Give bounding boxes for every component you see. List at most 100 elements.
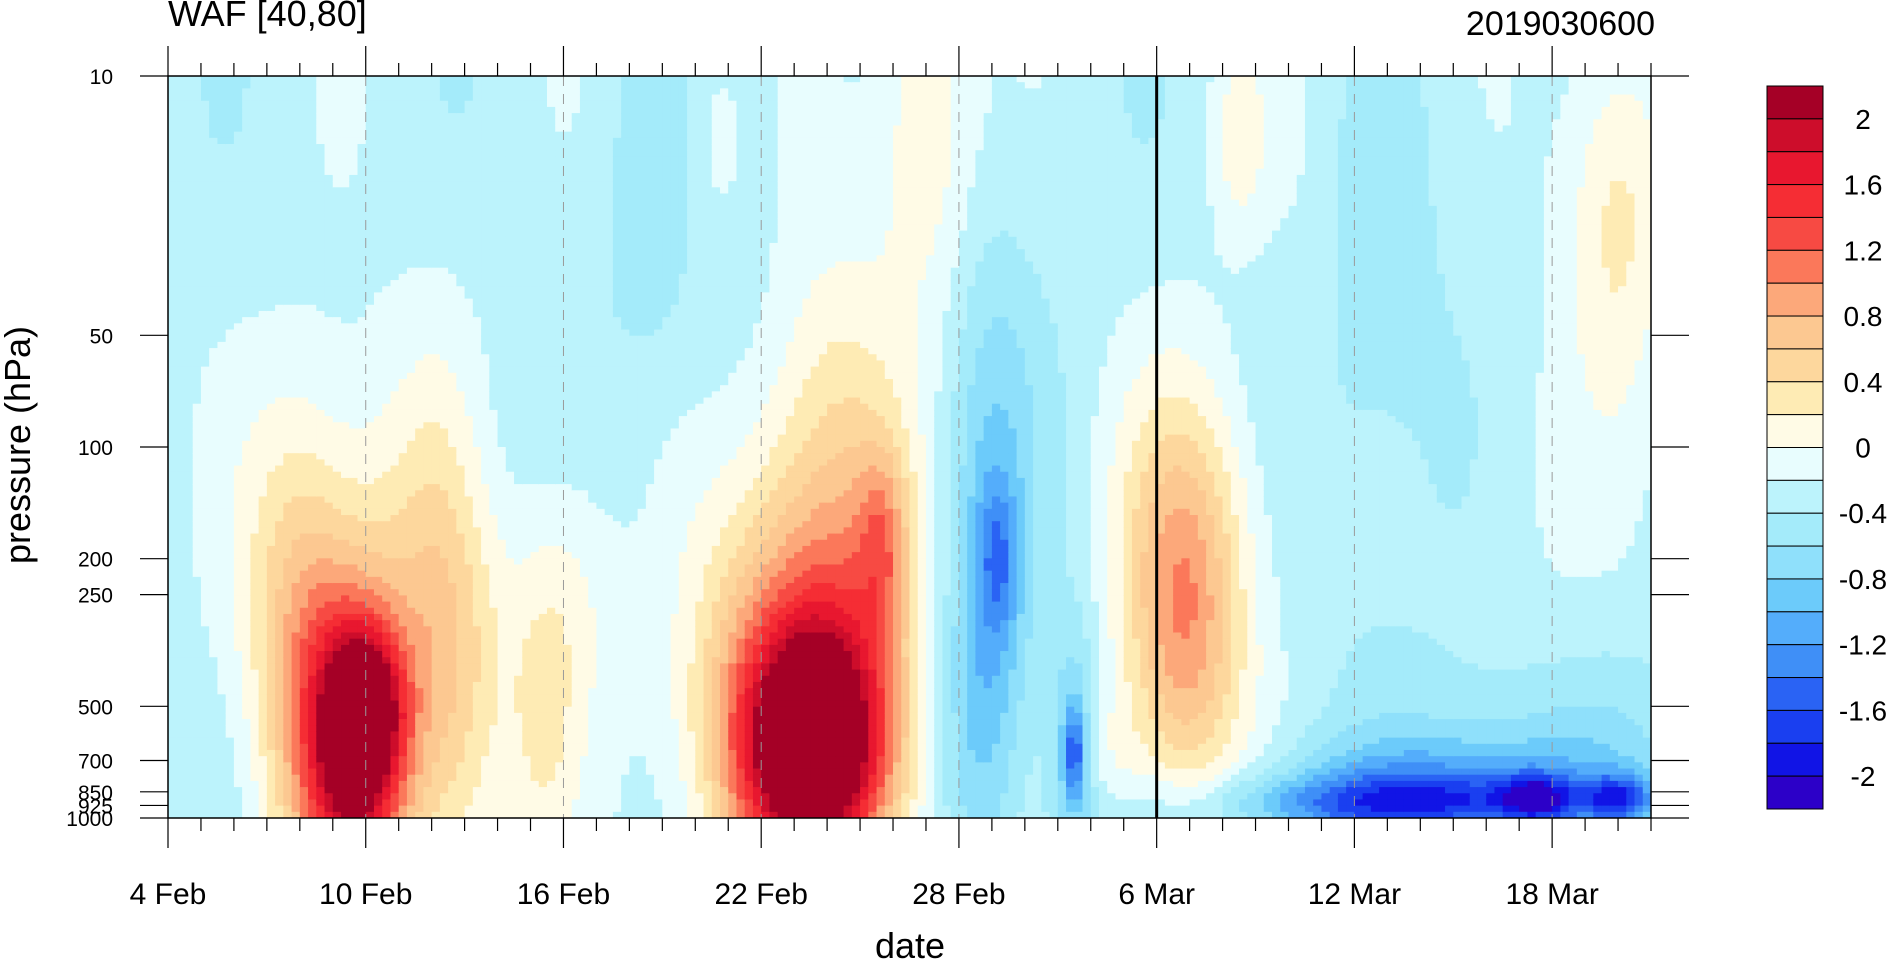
field-cell: [382, 218, 391, 225]
field-cell: [456, 379, 465, 386]
field-cell: [374, 181, 383, 188]
field-cell: [217, 663, 226, 670]
field-cell: [193, 806, 202, 813]
field-cell: [193, 744, 202, 751]
field-cell: [283, 416, 292, 423]
field-cell: [465, 82, 474, 89]
field-cell: [440, 101, 449, 108]
field-cell: [300, 82, 309, 89]
field-cell: [275, 762, 284, 769]
field-cell: [498, 181, 507, 188]
field-cell: [349, 113, 358, 120]
field-cell: [390, 639, 399, 646]
field-cell: [325, 348, 334, 355]
field-cell: [423, 323, 432, 330]
field-cell: [250, 144, 259, 151]
field-cell: [465, 330, 474, 337]
field-cell: [267, 323, 276, 330]
field-cell: [506, 453, 515, 460]
field-cell: [193, 725, 202, 732]
field-cell: [275, 744, 284, 751]
field-cell: [267, 169, 276, 176]
field-cell: [465, 713, 474, 720]
field-cell: [341, 243, 350, 250]
field-cell: [308, 422, 317, 429]
field-cell: [176, 206, 185, 213]
field-cell: [283, 422, 292, 429]
field-cell: [432, 527, 441, 534]
field-cell: [193, 360, 202, 367]
field-cell: [399, 657, 408, 664]
field-cell: [259, 769, 268, 776]
field-cell: [325, 595, 334, 602]
field-cell: [283, 707, 292, 714]
field-cell: [176, 719, 185, 726]
field-cell: [250, 738, 259, 745]
field-cell: [209, 428, 218, 435]
field-cell: [473, 101, 482, 108]
field-cell: [456, 509, 465, 516]
field-cell: [366, 410, 375, 417]
field-cell: [448, 132, 457, 139]
field-cell: [333, 404, 342, 411]
field-cell: [349, 775, 358, 782]
field-cell: [382, 719, 391, 726]
field-cell: [234, 509, 243, 516]
field-cell: [432, 515, 441, 522]
field-cell: [374, 305, 383, 312]
field-cell: [316, 169, 325, 176]
field-cell: [308, 781, 317, 788]
field-cell: [465, 552, 474, 559]
field-cell: [506, 428, 515, 435]
field-cell: [456, 336, 465, 343]
field-cell: [382, 255, 391, 262]
field-cell: [382, 286, 391, 293]
field-cell: [267, 342, 276, 349]
field-cell: [423, 577, 432, 584]
field-cell: [432, 589, 441, 596]
field-cell: [176, 391, 185, 398]
field-cell: [316, 484, 325, 491]
field-cell: [234, 781, 243, 788]
field-cell: [473, 398, 482, 405]
field-cell: [341, 138, 350, 145]
field-cell: [275, 367, 284, 374]
field-cell: [390, 577, 399, 584]
field-cell: [283, 262, 292, 269]
field-cell: [325, 639, 334, 646]
field-cell: [184, 490, 193, 497]
field-cell: [226, 391, 235, 398]
field-cell: [275, 806, 284, 813]
field-cell: [366, 144, 375, 151]
field-cell: [316, 150, 325, 157]
field-cell: [234, 583, 243, 590]
field-cell: [283, 224, 292, 231]
field-cell: [357, 95, 366, 102]
field-cell: [456, 169, 465, 176]
field-cell: [283, 626, 292, 633]
field-cell: [357, 503, 366, 510]
field-cell: [242, 336, 251, 343]
field-cell: [349, 645, 358, 652]
field-cell: [242, 163, 251, 170]
field-cell: [382, 793, 391, 800]
field-cell: [234, 76, 243, 83]
field-cell: [506, 410, 515, 417]
field-cell: [250, 521, 259, 528]
field-cell: [201, 379, 210, 386]
field-cell: [201, 311, 210, 318]
field-cell: [341, 156, 350, 163]
field-cell: [259, 503, 268, 510]
field-cell: [234, 589, 243, 596]
field-cell: [325, 725, 334, 732]
field-cell: [300, 595, 309, 602]
field-cell: [209, 200, 218, 207]
field-cell: [357, 552, 366, 559]
field-cell: [415, 595, 424, 602]
field-cell: [440, 274, 449, 281]
field-cell: [481, 88, 490, 95]
field-cell: [316, 626, 325, 633]
field-cell: [325, 781, 334, 788]
field-cell: [399, 756, 408, 763]
field-cell: [432, 342, 441, 349]
